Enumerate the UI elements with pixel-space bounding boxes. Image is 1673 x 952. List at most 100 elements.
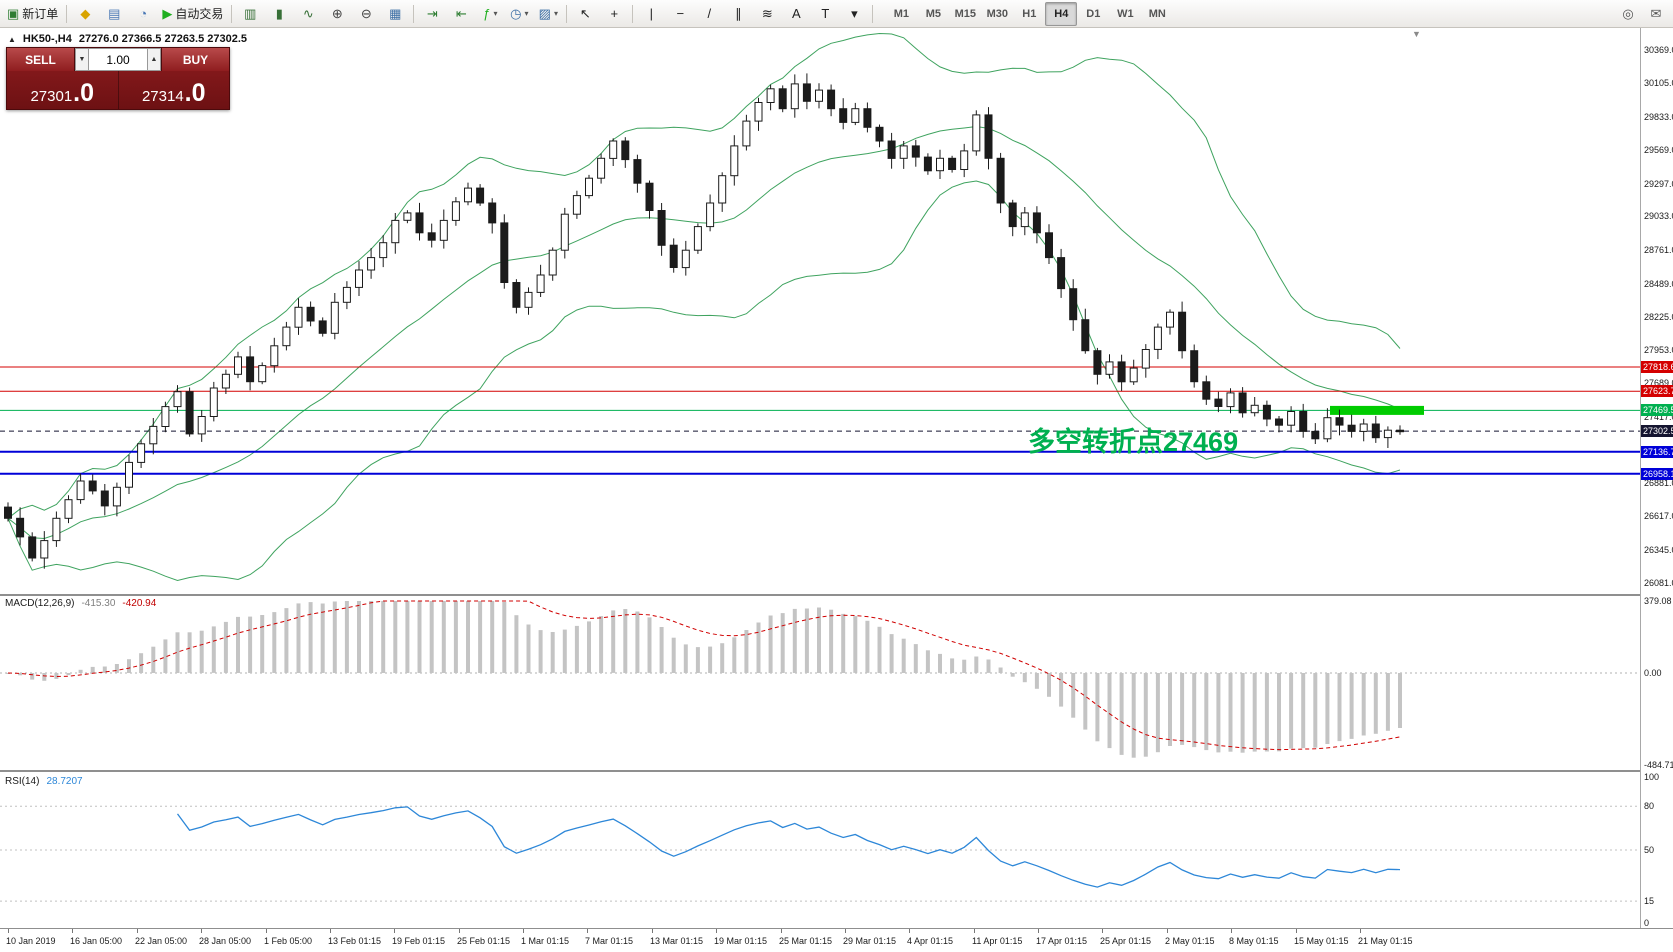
timeframe-m30-button[interactable]: M30 [986, 7, 1009, 20]
time-axis-label: 19 Feb 01:15 [392, 936, 446, 946]
trendline-button[interactable]: / [695, 2, 723, 26]
profiles-button[interactable]: ▤ [100, 2, 128, 26]
timeframe-m1-button[interactable]: M1 [893, 7, 909, 20]
price-axis-label: 29033.0 [1644, 211, 1673, 221]
timeframe-mn-button[interactable]: MN [1148, 7, 1166, 20]
main-price-chart[interactable] [0, 28, 1640, 594]
autotrade-button[interactable]: ▶ 自动交易 [158, 2, 227, 26]
candles-chart-button[interactable]: ▮ [265, 2, 293, 26]
chart-shift-button[interactable]: ⇤ [447, 2, 475, 26]
bars-chart-button[interactable]: ▥ [236, 2, 264, 26]
candles-chart-icon: ▮ [275, 6, 283, 21]
bollinger-upper-band [7, 32, 1401, 519]
periods-button[interactable]: ◷ ▾ [505, 2, 533, 26]
rsi-panel-separator[interactable] [0, 770, 1673, 772]
zoom-in-icon: ⊕ [331, 6, 343, 21]
time-axis-tick [781, 929, 782, 933]
one-click-trading-panel: SELL ▼ ▲ BUY 27301.0 27314.0 [6, 47, 230, 110]
toolbar-separator [566, 4, 568, 23]
new-order-icon: ▣ [7, 6, 20, 21]
buy-button[interactable]: BUY [161, 48, 229, 71]
price-axis-label: 29833.0 [1644, 112, 1673, 122]
macd-panel[interactable] [0, 596, 1640, 770]
volume-input[interactable] [89, 48, 147, 71]
timeframe-m5-button[interactable]: M5 [925, 7, 941, 20]
text-icon: A [791, 6, 801, 21]
time-axis-label: 25 Apr 01:15 [1100, 936, 1152, 946]
price-axis-label: 27953.0 [1644, 345, 1673, 355]
macd-value-signal: -420.94 [122, 598, 157, 609]
profiles-icon: ▤ [108, 6, 121, 21]
level-highlight-box[interactable] [1330, 405, 1424, 415]
sell-button[interactable]: SELL [7, 48, 75, 71]
buy-price[interactable]: 27314.0 [119, 71, 230, 109]
macd-label: MACD(12,26,9) -415.30 -420.94 [5, 598, 156, 609]
time-axis[interactable]: 10 Jan 2019 16 Jan 05:00 22 Jan 05:00 28 Ja… [0, 928, 1673, 952]
autotrade-icon: ▶ [162, 6, 173, 21]
rsi-value: 28.7207 [46, 776, 83, 787]
timeframe-h1-button[interactable]: H1 [1022, 7, 1037, 20]
timeframe-w1-button[interactable]: W1 [1117, 7, 1134, 20]
price-axis-label: 26345.0 [1644, 545, 1673, 555]
time-axis-label: 4 Apr 01:15 [907, 936, 954, 946]
fibonacci-button[interactable]: ≋ [753, 2, 781, 26]
rsi-panel[interactable] [0, 772, 1640, 928]
collapse-arrow-icon[interactable]: ▲ [8, 34, 16, 44]
chat-button[interactable]: ✉ [1642, 2, 1670, 26]
price-axis-label: 30105.0 [1644, 78, 1673, 88]
open-chart-button[interactable]: ◆ [71, 2, 99, 26]
time-axis-label: 13 Mar 01:15 [650, 936, 704, 946]
price-axis-label: 26881.0 [1644, 478, 1673, 488]
line-chart-button[interactable]: ∿ [294, 2, 322, 26]
time-axis-label: 1 Feb 05:00 [264, 936, 313, 946]
sell-price-main: 27301 [30, 88, 73, 105]
time-axis-tick [459, 929, 460, 933]
time-axis-label: 7 Mar 01:15 [585, 936, 634, 946]
new-order-button[interactable]: ▣ 新订单 [3, 2, 62, 26]
sell-price-fraction: .0 [73, 78, 95, 107]
shapes-button[interactable]: ▾ [840, 2, 868, 26]
timeframe-d1-button[interactable]: D1 [1086, 7, 1101, 20]
time-axis-tick [974, 929, 975, 933]
chart-annotation: 多空转折点27469 [1028, 427, 1239, 457]
symbol-label: HK50-,H4 [22, 33, 72, 45]
time-axis-label: 22 Jan 05:00 [135, 936, 188, 946]
zoom-in-button[interactable]: ⊕ [323, 2, 351, 26]
text-label-button[interactable]: T [811, 2, 839, 26]
price-level-tag: 27623.7 [1641, 385, 1673, 397]
toolbar-separator [413, 4, 415, 23]
timeframe-m15-button[interactable]: M15 [954, 7, 977, 20]
auto-scroll-button[interactable]: ⇥ [418, 2, 446, 26]
rsi-axis-label: 50 [1644, 845, 1655, 855]
chart-shift-marker-icon[interactable]: ▼ [1412, 29, 1421, 39]
timeframe-h4-button[interactable]: H4 [1045, 1, 1078, 26]
time-axis-label: 28 Jan 05:00 [199, 936, 252, 946]
crosshair-button[interactable]: + [600, 2, 628, 26]
refresh-button[interactable]: ◔ [129, 2, 157, 26]
open-chart-icon: ◆ [80, 6, 91, 21]
volume-decrease-button[interactable]: ▼ [75, 48, 89, 71]
tile-windows-button[interactable]: ▦ [381, 2, 409, 26]
cursor-button[interactable]: ↖ [571, 2, 599, 26]
templates-button[interactable]: ▨ ▾ [534, 2, 562, 26]
time-axis-tick [523, 929, 524, 933]
vertical-line-button[interactable]: | [637, 2, 665, 26]
text-button[interactable]: A [782, 2, 810, 26]
volume-increase-button[interactable]: ▲ [147, 48, 161, 71]
horizontal-line-icon: − [676, 6, 685, 21]
indicators-button[interactable]: ƒ ▾ [476, 2, 504, 26]
time-axis-tick [1102, 929, 1103, 933]
chart-shift-icon: ⇤ [455, 6, 467, 21]
price-axis[interactable]: 30369.0 30105.0 29833.0 29569.0 29297.0 29033… [1640, 28, 1673, 928]
toolbar-separator [872, 4, 874, 23]
search-button[interactable]: ◎ [1614, 2, 1642, 26]
horizontal-line-button[interactable]: − [666, 2, 694, 26]
chat-icon: ✉ [1650, 6, 1662, 21]
zoom-out-button[interactable]: ⊖ [352, 2, 380, 26]
equidistant-channel-button[interactable]: ∥ [724, 2, 752, 26]
sell-price[interactable]: 27301.0 [7, 71, 119, 109]
price-level-tag: 27469.5 [1641, 404, 1673, 416]
macd-title: MACD(12,26,9) [5, 598, 75, 609]
macd-panel-separator[interactable] [0, 594, 1673, 596]
